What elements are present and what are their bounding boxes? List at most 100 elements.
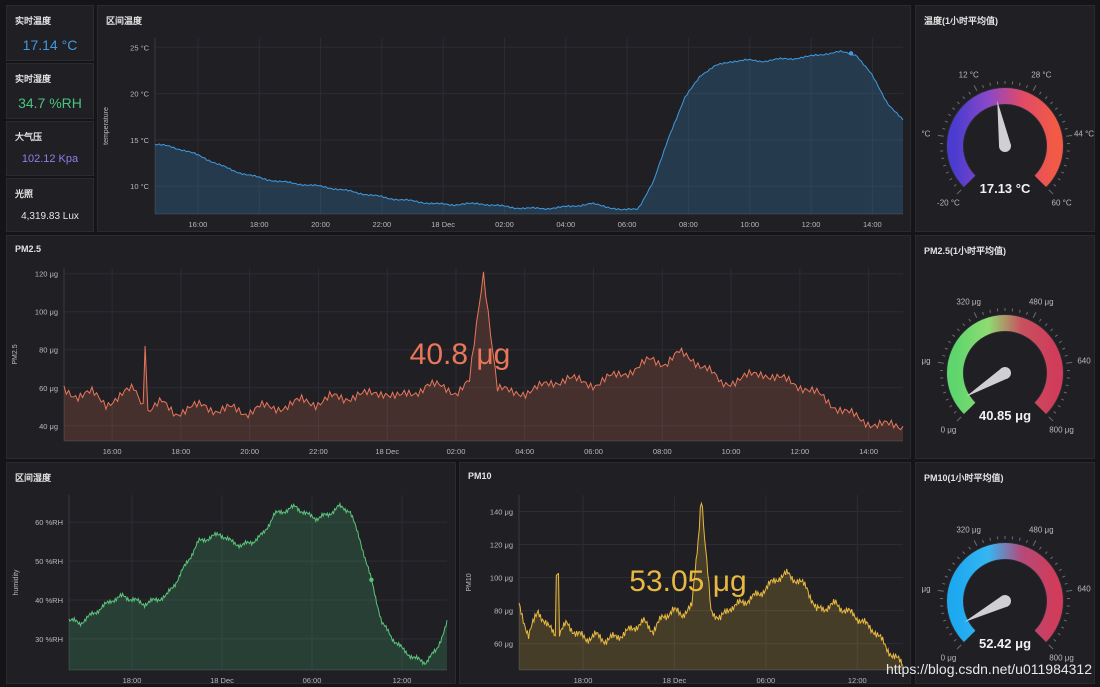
- gauge-label: 640: [1077, 584, 1091, 593]
- gauge-tick: [956, 189, 962, 195]
- gauge-tick: [953, 183, 957, 187]
- y-tick-label: 80 μg: [39, 346, 58, 355]
- watermark: https://blog.csdn.net/u011984312: [885, 661, 1092, 677]
- stat-panel-pressure: 大气压 102.12 Kpa: [6, 121, 94, 176]
- gauge-tick: [943, 164, 947, 167]
- gauge-tick: [956, 416, 962, 422]
- big-value: 53.05 μg: [629, 565, 746, 598]
- gauge-tick: [944, 575, 948, 578]
- y-tick-label: 80 μg: [494, 607, 513, 616]
- gauge-tick: [941, 612, 945, 615]
- gauge-label: 800 μg: [1049, 654, 1074, 663]
- gauge-tick: [1032, 540, 1037, 546]
- gauge-tick: [1048, 416, 1054, 422]
- gauge-tick: [962, 323, 966, 327]
- x-tick-label: 06:00: [618, 220, 637, 229]
- y-tick-label: 60 %RH: [35, 518, 63, 527]
- y-tick-label: 15 °C: [130, 136, 149, 145]
- temperature-gauge: -20 °C °C 12 °C 28 °C 44 °C 60 °C 17.13 °C: [921, 71, 1094, 208]
- gauge-tick: [973, 540, 978, 546]
- gauge-tick: [962, 96, 966, 100]
- gauge-tick: [948, 568, 952, 572]
- gauge-band: [947, 543, 1063, 642]
- gauge-tick: [943, 619, 947, 622]
- x-tick-label: 06:00: [584, 447, 603, 456]
- x-tick-label: 16:00: [189, 220, 208, 229]
- gauge-tick: [1048, 644, 1054, 650]
- gauge-tick: [948, 340, 952, 344]
- x-tick-label: 20:00: [311, 220, 330, 229]
- panel-humidity-chart[interactable]: 区间湿度 60 %RH 50 %RH 40 %RH 30 %RH 18:00 18 Dec…: [6, 462, 456, 684]
- y-tick-label: 20 °C: [130, 90, 149, 99]
- y-tick-label: 60 μg: [494, 640, 513, 649]
- x-tick-label: 06:00: [303, 676, 322, 683]
- x-tick-label: 04:00: [556, 220, 575, 229]
- gauge-hub: [999, 140, 1011, 152]
- gauge-tick: [1057, 404, 1061, 408]
- x-tick-label: 18:00: [250, 220, 269, 229]
- x-tick-label: 10:00: [740, 220, 759, 229]
- x-tick-label: 18:00: [172, 447, 191, 456]
- x-tick-label: 04:00: [515, 447, 534, 456]
- gauge-value: 52.42 μg: [979, 636, 1031, 651]
- gauge-tick: [1066, 134, 1073, 137]
- gauge-tick: [1050, 556, 1054, 560]
- panel-pm10-chart[interactable]: PM10 140 μg 120 μg 100 μg 80 μg 60 μg 18:00 18…: [459, 462, 911, 684]
- gauge-tick: [1066, 361, 1073, 364]
- gauge-tick: [1050, 328, 1054, 332]
- y-tick-label: 40 %RH: [35, 596, 63, 605]
- x-tick-label: 22:00: [372, 220, 391, 229]
- gauge-tick: [937, 134, 944, 137]
- gauge-tick: [1053, 410, 1057, 414]
- panel-pm25-gauge[interactable]: PM2.5(1小时平均值) 0 μg μg 320 μg 480 μg 640 800 μ…: [915, 235, 1095, 459]
- pm25-gauge: 0 μg μg 320 μg 480 μg 640 800 μg 40.85 μg: [921, 298, 1091, 435]
- x-tick-label: 18 Dec: [375, 447, 399, 456]
- y-tick-label: 25 °C: [130, 43, 149, 52]
- stat-title: 光照: [15, 189, 34, 199]
- gauge-tick: [1054, 562, 1058, 565]
- gauge-tick: [1063, 391, 1067, 394]
- gauge-tick: [1044, 323, 1048, 327]
- gauge-tick: [973, 85, 978, 91]
- gauge-tick: [1066, 589, 1073, 592]
- gauge-tick: [1025, 311, 1028, 316]
- gauge-tick: [953, 410, 957, 414]
- gauge-tick: [968, 546, 971, 550]
- gauge-tick: [1062, 347, 1066, 350]
- gauge-tick: [989, 82, 992, 86]
- panel-title: PM10: [468, 471, 492, 481]
- gauge-tick: [956, 101, 960, 105]
- stat-panel-humidity: 实时湿度 34.7 %RH: [6, 63, 94, 119]
- y-axis-label: PM10: [466, 573, 473, 591]
- gauge-label: °C: [921, 129, 930, 138]
- gauge-tick: [941, 384, 945, 387]
- gauge-tick: [1025, 539, 1028, 544]
- panel-pm10-gauge[interactable]: PM10(1小时平均值) 0 μg μg 320 μg 480 μg 640 800 μg…: [915, 462, 1095, 684]
- x-tick-label: 18:00: [574, 676, 593, 683]
- stat-value-humidity: 34.7 %RH: [18, 95, 82, 111]
- gauge-tick: [1057, 632, 1061, 636]
- gauge-label: 44 °C: [1074, 129, 1094, 138]
- y-axis-label: PM2.5: [12, 344, 19, 364]
- panel-pm25-chart[interactable]: PM2.5 120 μg 100 μg 80 μg 60 μg 40 μg 16:00 18…: [6, 235, 911, 459]
- x-tick-label: 12:00: [393, 676, 412, 683]
- y-tick-label: 140 μg: [490, 508, 513, 517]
- panel-title: PM2.5(1小时平均值): [924, 246, 1007, 256]
- gauge-tick: [1064, 582, 1068, 585]
- panel-temperature-chart[interactable]: 区间温度 25 °C 20 °C 15 °C 10 °C 16:00 18:00 20:00…: [97, 5, 911, 232]
- gauge-value: 40.85 μg: [979, 408, 1031, 423]
- hover-point: [848, 51, 854, 56]
- series-area: [64, 271, 903, 441]
- panel-temperature-gauge[interactable]: 温度(1小时平均值) -20 °C °C 12 °C 28 °C 44 °C 60 °C 1…: [915, 5, 1095, 232]
- gauge-label: 480 μg: [1029, 526, 1054, 535]
- x-tick-label: 12:00: [790, 447, 809, 456]
- gauge-tick: [1054, 107, 1058, 110]
- gauge-tick: [944, 120, 948, 123]
- y-tick-label: 120 μg: [490, 541, 513, 550]
- gauge-tick: [949, 177, 953, 181]
- gauge-tick: [1050, 101, 1054, 105]
- x-tick-label: 12:00: [802, 220, 821, 229]
- stat-value-pressure: 102.12 Kpa: [21, 153, 79, 165]
- gauge-tick: [952, 334, 956, 337]
- gauge-tick: [949, 632, 953, 636]
